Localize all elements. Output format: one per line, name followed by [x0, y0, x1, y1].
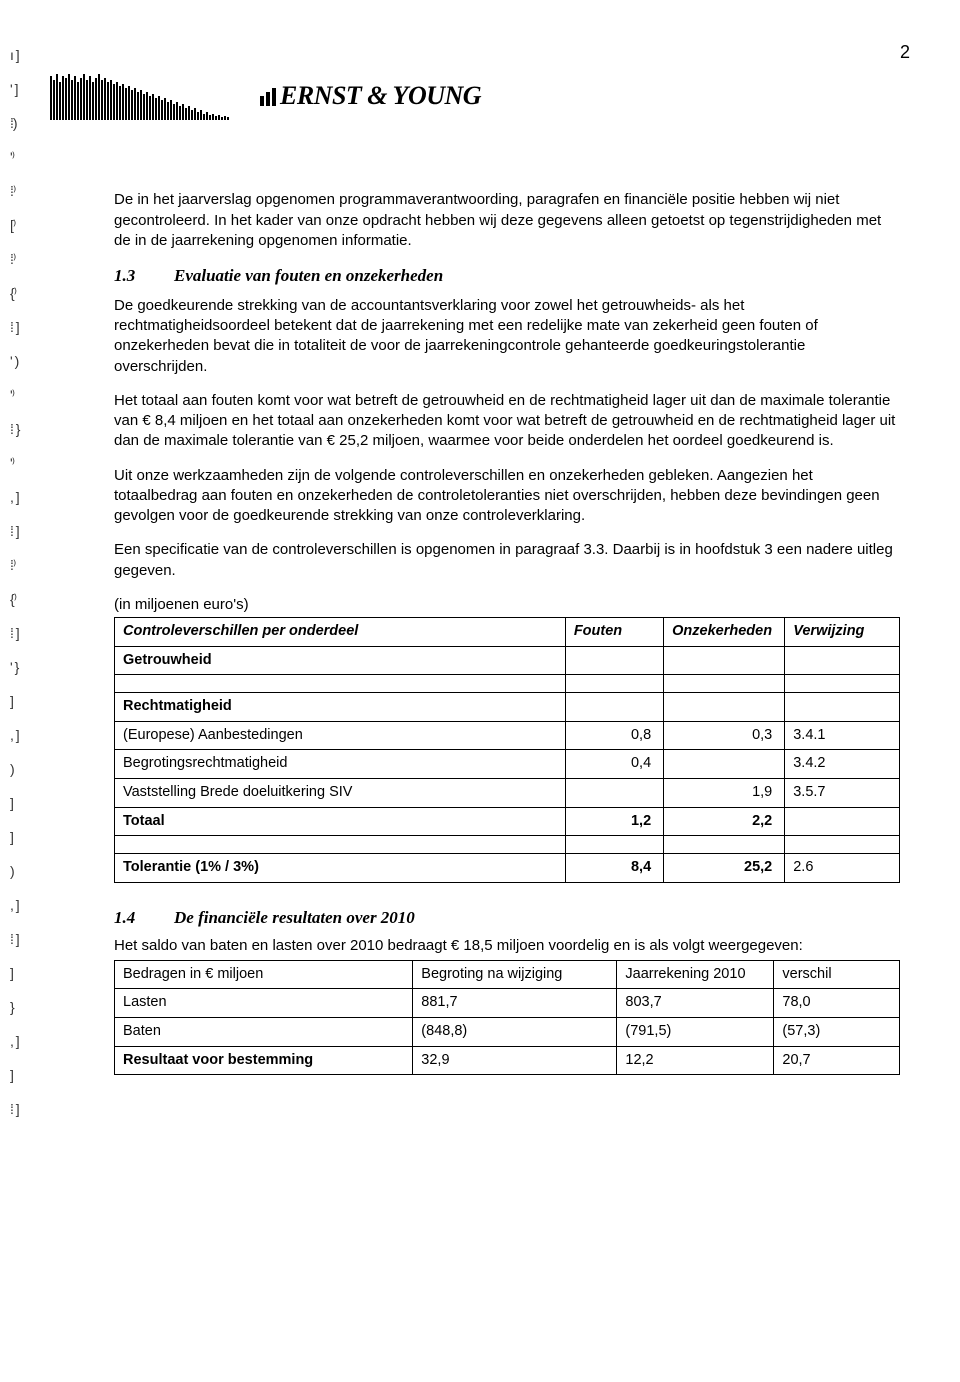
table-cell: 0,3 — [664, 721, 785, 750]
table-cell: Totaal — [115, 807, 566, 836]
table-cell: 8,4 — [565, 854, 663, 883]
table-row: Baten (848,8) (791,5) (57,3) — [115, 1018, 900, 1047]
table-row — [115, 675, 900, 693]
table-header-cell: Verwijzing — [785, 618, 900, 647]
table-cell — [565, 646, 663, 675]
section-1-3-p4: Een specificatie van de controleverschil… — [114, 540, 900, 581]
table-row: Resultaat voor bestemming 32,9 12,2 20,7 — [115, 1046, 900, 1075]
section-1-3-heading: 1.3 Evaluatie van fouten en onzekerheden — [114, 265, 900, 288]
table-row: Begrotingsrechtmatigheid 0,4 3.4.2 — [115, 750, 900, 779]
section-1-3-p2: Het totaal aan fouten komt voor wat betr… — [114, 391, 900, 452]
section-number: 1.3 — [114, 265, 150, 288]
table-cell: (791,5) — [617, 1018, 774, 1047]
table-cell: 3.4.1 — [785, 721, 900, 750]
table-row: Bedragen in € miljoen Begroting na wijzi… — [115, 960, 900, 989]
table-header-cell: Fouten — [565, 618, 663, 647]
table-header-cell: Onzekerheden — [664, 618, 785, 647]
intro-paragraph: De in het jaarverslag opgenomen programm… — [114, 190, 900, 251]
table-cell: 78,0 — [774, 989, 900, 1018]
table-cell — [664, 646, 785, 675]
table-row: Controleverschillen per onderdeel Fouten… — [115, 618, 900, 647]
table-cell — [785, 646, 900, 675]
table-header-cell: Jaarrekening 2010 — [617, 960, 774, 989]
table-cell: Vaststelling Brede doeluitkering SIV — [115, 779, 566, 808]
section-title: De financiële resultaten over 2010 — [174, 907, 415, 930]
table-cell: Getrouwheid — [115, 646, 566, 675]
table-row: (Europese) Aanbestedingen 0,8 0,3 3.4.1 — [115, 721, 900, 750]
table-cell — [785, 693, 900, 722]
section-1-3-p1: De goedkeurende strekking van de account… — [114, 296, 900, 377]
table-header-cell: Begroting na wijziging — [413, 960, 617, 989]
table-cell: 0,4 — [565, 750, 663, 779]
table-row: Totaal 1,2 2,2 — [115, 807, 900, 836]
financiele-resultaten-table: Bedragen in € miljoen Begroting na wijzi… — [114, 960, 900, 1075]
table-cell — [664, 750, 785, 779]
table-header-cell: Bedragen in € miljoen — [115, 960, 413, 989]
table-cell: 3.5.7 — [785, 779, 900, 808]
table-row: Tolerantie (1% / 3%) 8,4 25,2 2.6 — [115, 854, 900, 883]
table-cell: Begrotingsrechtmatigheid — [115, 750, 566, 779]
controleverschillen-table: Controleverschillen per onderdeel Fouten… — [114, 617, 900, 883]
table-cell: 1,9 — [664, 779, 785, 808]
table-cell: 2,2 — [664, 807, 785, 836]
table-row: Rechtmatigheid — [115, 693, 900, 722]
table-cell: 3.4.2 — [785, 750, 900, 779]
logo-text: ERNST & YOUNG — [280, 81, 481, 110]
section-1-4-heading: 1.4 De financiële resultaten over 2010 — [114, 907, 900, 930]
table-header-cell: Controleverschillen per onderdeel — [115, 618, 566, 647]
table-header-cell: verschil — [774, 960, 900, 989]
page-header: ERNST & YOUNG — [50, 72, 910, 120]
table-cell — [664, 693, 785, 722]
table-cell — [785, 807, 900, 836]
table-cell: Rechtmatigheid — [115, 693, 566, 722]
barcode-graphic — [50, 72, 250, 120]
section-title: Evaluatie van fouten en onzekerheden — [174, 265, 443, 288]
ernst-young-logo: ERNST & YOUNG — [260, 78, 481, 116]
table-cell: 12,2 — [617, 1046, 774, 1075]
table1-caption: (in miljoenen euro's) — [114, 595, 900, 615]
table-cell: 32,9 — [413, 1046, 617, 1075]
table-cell: 25,2 — [664, 854, 785, 883]
table-cell: (848,8) — [413, 1018, 617, 1047]
table-row: Lasten 881,7 803,7 78,0 — [115, 989, 900, 1018]
binding-marks: ı ]' ]⁞)'⁾⁞⁾[⁾ ⁞⁾{⁾⁞ ]' )'⁾⁞ } '⁾, ]⁞ ]⁞… — [10, 40, 34, 1128]
section-number: 1.4 — [114, 907, 150, 930]
table-cell — [565, 779, 663, 808]
table-cell: Resultaat voor bestemming — [115, 1046, 413, 1075]
table-cell: Baten — [115, 1018, 413, 1047]
section-1-3-p3: Uit onze werkzaamheden zijn de volgende … — [114, 466, 900, 527]
table-cell: 0,8 — [565, 721, 663, 750]
section-1-4-intro: Het saldo van baten en lasten over 2010 … — [114, 936, 900, 956]
table-row — [115, 836, 900, 854]
table-cell: (57,3) — [774, 1018, 900, 1047]
table-cell — [565, 693, 663, 722]
table-cell: 20,7 — [774, 1046, 900, 1075]
table-cell: 2.6 — [785, 854, 900, 883]
table-cell: 1,2 — [565, 807, 663, 836]
table-cell: 803,7 — [617, 989, 774, 1018]
table-cell: 881,7 — [413, 989, 617, 1018]
table-cell: Tolerantie (1% / 3%) — [115, 854, 566, 883]
page-number: 2 — [50, 40, 910, 64]
table-cell: (Europese) Aanbestedingen — [115, 721, 566, 750]
table-cell: Lasten — [115, 989, 413, 1018]
table-row: Vaststelling Brede doeluitkering SIV 1,9… — [115, 779, 900, 808]
table-row: Getrouwheid — [115, 646, 900, 675]
